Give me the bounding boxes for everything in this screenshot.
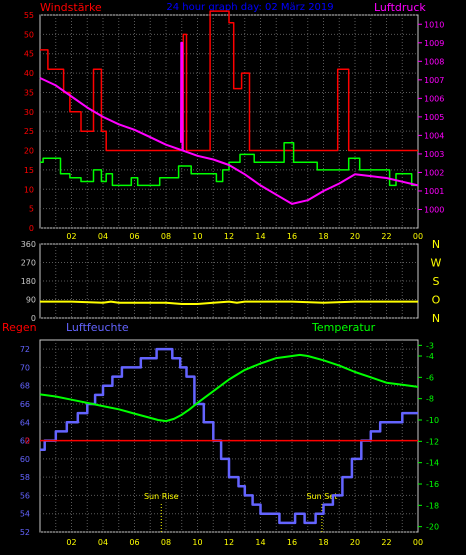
- y-left-tick-label: 60: [20, 455, 30, 464]
- y-left-tick-label: 52: [20, 528, 30, 537]
- y-right-tick-label: 1008: [424, 57, 444, 66]
- y-left-tick-label: 70: [20, 363, 30, 372]
- x-tick-label: 10: [192, 232, 202, 241]
- x-tick-label: 12: [224, 538, 234, 547]
- y-right-tick-label: -6: [426, 373, 434, 382]
- regen-zero-label: 0: [25, 437, 30, 446]
- y-right-tick-label: 1009: [424, 39, 444, 48]
- windstaerke-axis-label: Windstärke: [40, 1, 102, 14]
- chart-title: 24 hour graph day: 02 März 2019: [166, 2, 333, 13]
- y-left-tick-label: 20: [24, 147, 34, 156]
- x-tick-label: 04: [98, 232, 108, 241]
- y-left-tick-label: 56: [20, 491, 30, 500]
- x-tick-label: 18: [318, 538, 328, 547]
- temperatur-axis-label: Temperatur: [311, 321, 376, 334]
- y-right-tick-label: -10: [426, 416, 439, 425]
- y-right-tick-label: 1001: [424, 187, 444, 196]
- series-wind-speed: [40, 142, 418, 187]
- y-right-tick-label: 1006: [424, 94, 444, 103]
- luftdruck-axis-label: Luftdruck: [374, 1, 426, 14]
- y-left-tick-label: 35: [24, 88, 34, 97]
- y-right-tick-label: -3: [426, 341, 434, 350]
- x-tick-label: 08: [161, 538, 171, 547]
- series-luftfeuchte: [40, 347, 418, 525]
- y-left-tick-label: 62: [20, 437, 30, 446]
- regen-axis-label: Regen: [2, 321, 37, 334]
- y-right-tick-label: -12: [426, 437, 439, 446]
- y-right-tick-label: 1007: [424, 76, 444, 85]
- x-tick-label: 02: [66, 538, 76, 547]
- y-right-tick-label: -8: [426, 395, 434, 404]
- y-right-tick-label: 1000: [424, 205, 444, 214]
- y-right-tick-label: 1002: [424, 168, 444, 177]
- y-left-tick-label: 0: [29, 224, 34, 233]
- y-right-tick-label: -14: [426, 459, 439, 468]
- y-left-tick-label: 50: [24, 30, 34, 39]
- x-tick-label: 16: [287, 538, 297, 547]
- luftfeuchte-axis-label: Luftfeuchte: [66, 321, 129, 334]
- y-left-tick-label: 40: [24, 69, 34, 78]
- series-wind-direction: [40, 300, 418, 305]
- x-tick-label: 08: [161, 232, 171, 241]
- x-tick-label: 22: [381, 232, 391, 241]
- y-right-tick-label: 1004: [424, 131, 444, 140]
- y-left-tick-label: 15: [24, 166, 34, 175]
- y-left-tick-label: 180: [21, 277, 36, 286]
- x-tick-label: 22: [381, 538, 391, 547]
- compass-label: W: [431, 257, 442, 270]
- y-right-tick-label: -16: [426, 480, 439, 489]
- series-luftdruck-spike: [180, 41, 184, 151]
- y-left-tick-label: 270: [21, 259, 36, 268]
- x-tick-label: 20: [350, 538, 360, 547]
- compass-label: N: [432, 312, 440, 325]
- plot-frame-0: [39, 14, 419, 229]
- y-right-tick-label: -18: [426, 501, 439, 510]
- y-left-tick-label: 54: [20, 510, 30, 519]
- y-right-tick-label: 1010: [424, 20, 444, 29]
- x-tick-label: 18: [318, 232, 328, 241]
- x-tick-label: 06: [129, 232, 139, 241]
- y-right-tick-label: 1005: [424, 113, 444, 122]
- x-tick-label: 04: [98, 538, 108, 547]
- y-left-tick-label: 68: [20, 382, 30, 391]
- sun-marker-label: Sun Set: [306, 492, 337, 501]
- x-tick-label: 16: [287, 232, 297, 241]
- x-tick-label: 14: [255, 232, 265, 241]
- y-right-tick-label: 1003: [424, 150, 444, 159]
- sun-marker-label: Sun Rise: [144, 492, 179, 501]
- y-left-tick-label: 30: [24, 108, 34, 117]
- compass-label: S: [433, 275, 440, 288]
- y-right-tick-label: -20: [426, 523, 439, 532]
- y-left-tick-label: 0: [31, 314, 36, 323]
- y-right-tick-label: -4: [426, 352, 434, 361]
- y-left-tick-label: 5: [29, 205, 34, 214]
- y-left-tick-label: 360: [21, 240, 36, 249]
- y-left-tick-label: 45: [24, 50, 34, 59]
- series-luftdruck: [39, 77, 419, 205]
- x-tick-label: 14: [255, 538, 265, 547]
- y-left-tick-label: 10: [24, 185, 34, 194]
- series-temperatur: [39, 353, 419, 423]
- x-tick-label: 06: [129, 538, 139, 547]
- compass-label: N: [432, 238, 440, 251]
- x-tick-label: 00: [413, 538, 423, 547]
- y-left-tick-label: 66: [20, 400, 30, 409]
- x-tick-label: 12: [224, 232, 234, 241]
- y-left-tick-label: 90: [26, 296, 36, 305]
- y-left-tick-label: 64: [20, 418, 30, 427]
- y-left-tick-label: 72: [20, 345, 30, 354]
- y-left-tick-label: 25: [24, 127, 34, 136]
- x-tick-label: 10: [192, 538, 202, 547]
- x-tick-label: 00: [413, 232, 423, 241]
- x-tick-label: 02: [66, 232, 76, 241]
- y-left-tick-label: 55: [24, 11, 34, 20]
- x-tick-label: 20: [350, 232, 360, 241]
- y-left-tick-label: 58: [20, 473, 30, 482]
- compass-label: O: [432, 294, 441, 307]
